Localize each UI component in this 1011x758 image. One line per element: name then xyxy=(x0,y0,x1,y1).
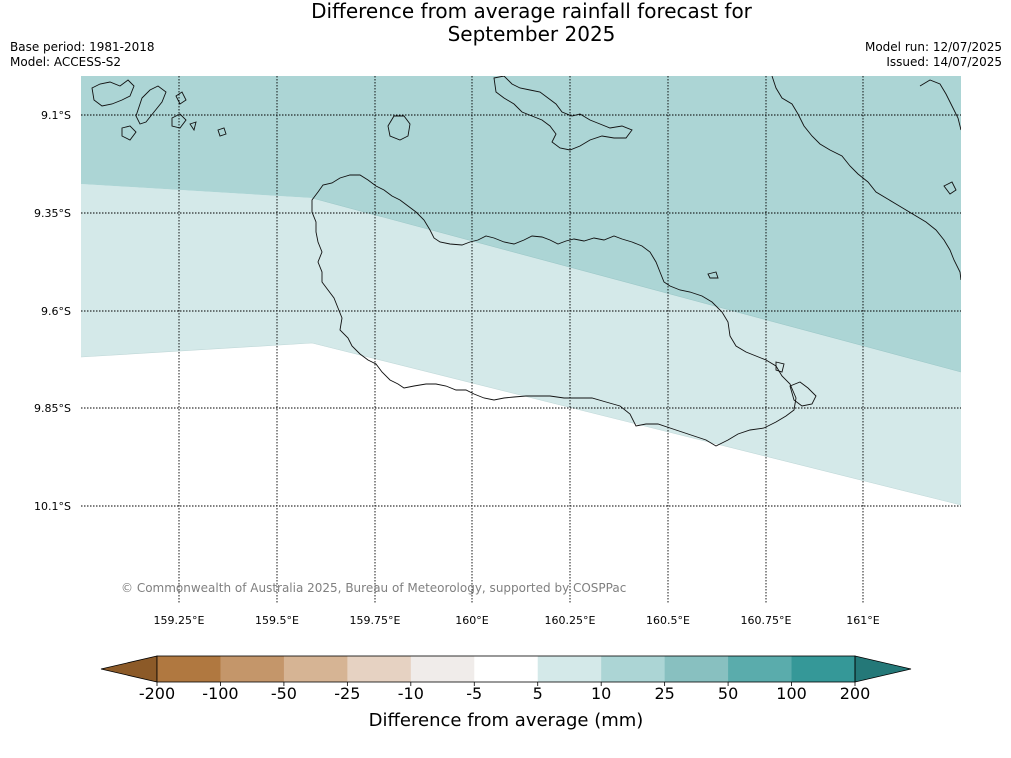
lon-label-160-5: 160.5°E xyxy=(646,614,690,627)
island-small-east-2 xyxy=(707,271,719,279)
lon-label-160-75: 160.75°E xyxy=(741,614,792,627)
anomaly-band-10-25 xyxy=(81,76,961,372)
longitude-labels: 159.25°E 159.5°E 159.75°E 160°E 160.25°E… xyxy=(154,614,880,627)
colorbar xyxy=(100,655,912,683)
lon-label-160: 160°E xyxy=(455,614,488,627)
colorbar-tick-label: -50 xyxy=(271,684,297,703)
chart-title: Difference from average rainfall forecas… xyxy=(0,0,1011,46)
colorbar-segment xyxy=(791,656,856,682)
lon-label-159-75: 159.75°E xyxy=(350,614,401,627)
lat-label-9-1: 9.1°S xyxy=(41,109,71,122)
lon-label-161: 161°E xyxy=(846,614,879,627)
island-guadalcanal-coast xyxy=(311,174,797,447)
island-southeast xyxy=(789,381,817,407)
anomaly-band-5-10 xyxy=(81,184,961,505)
colorbar-segment xyxy=(410,656,475,682)
colorbar-segment xyxy=(664,656,729,682)
colorbar-title: Difference from average (mm) xyxy=(369,710,644,731)
island-nggela xyxy=(493,76,633,151)
colorbar-tick-label: 100 xyxy=(776,684,807,703)
title-line-1: Difference from average rainfall forecas… xyxy=(311,0,752,23)
colorbar-segment xyxy=(220,656,285,682)
colorbar-tick-label: -10 xyxy=(398,684,424,703)
model-run: Model run: 12/07/2025 xyxy=(864,40,1002,54)
map-area: © Commonwealth of Australia 2025, Bureau… xyxy=(81,76,961,604)
colorbar-outline xyxy=(156,655,856,683)
lat-label-9-6: 9.6°S xyxy=(41,305,71,318)
colorbar-extend-high xyxy=(854,655,912,683)
colorbar-tick-label: -25 xyxy=(334,684,360,703)
base-period: Base period: 1981-2018 xyxy=(10,40,155,54)
model-name: Model: ACCESS-S2 xyxy=(10,55,122,69)
meta-left: Base period: 1981-2018 Model: ACCESS-S2 xyxy=(10,40,155,70)
colorbar-tick-label: 50 xyxy=(718,684,738,703)
lon-label-159-5: 159.5°E xyxy=(255,614,299,627)
colorbar-tick-label: 200 xyxy=(840,684,871,703)
colorbar-tick-label: -5 xyxy=(466,684,482,703)
lat-label-10-1: 10.1°S xyxy=(34,500,71,513)
colorbar-segment xyxy=(728,656,793,682)
coastlines xyxy=(91,76,961,447)
colorbar-segment xyxy=(537,656,602,682)
island-savo xyxy=(387,115,411,141)
lat-label-9-85: 9.85°S xyxy=(34,402,71,415)
island-nw-1 xyxy=(91,79,135,107)
graticule xyxy=(81,76,961,604)
colorbar-segment xyxy=(157,656,221,682)
island-malaita-east xyxy=(919,79,961,131)
latitude-labels: 9.1°S 9.35°S 9.6°S 9.85°S 10.1°S xyxy=(34,109,71,513)
colorbar-segment xyxy=(283,656,348,682)
colorbar-extend-low xyxy=(100,655,158,683)
title-line-2: September 2025 xyxy=(447,22,616,46)
island-small-east-1 xyxy=(943,181,957,195)
island-nw-4 xyxy=(171,113,187,129)
colorbar-ticks: -200 -100 -50 -25 -10 -5 5 10 25 50 100 200 xyxy=(139,682,870,703)
island-nw-3 xyxy=(121,125,137,141)
colorbar-segment xyxy=(347,656,412,682)
issued-date: Issued: 14/07/2025 xyxy=(886,55,1002,69)
lon-label-159-25: 159.25°E xyxy=(154,614,205,627)
colorbar-tick-label: -100 xyxy=(202,684,238,703)
island-nw-6 xyxy=(189,121,197,132)
lon-label-160-25: 160.25°E xyxy=(545,614,596,627)
island-malaita-coast xyxy=(771,76,961,281)
colorbar-segment xyxy=(601,656,666,682)
colorbar-tick-label: 5 xyxy=(533,684,543,703)
colorbar-tick-label: 25 xyxy=(654,684,674,703)
meta-right: Model run: 12/07/2025 Issued: 14/07/2025 xyxy=(865,40,1002,70)
island-nw-2 xyxy=(135,85,167,125)
colorbar-tick-label: 10 xyxy=(591,684,611,703)
island-southeast-2 xyxy=(775,361,785,373)
island-nw-7 xyxy=(217,127,227,137)
lat-label-9-35: 9.35°S xyxy=(34,207,71,220)
colorbar-segment xyxy=(474,656,539,682)
colorbar-tick-label: -200 xyxy=(139,684,175,703)
credit-text: © Commonwealth of Australia 2025, Bureau… xyxy=(121,581,626,595)
